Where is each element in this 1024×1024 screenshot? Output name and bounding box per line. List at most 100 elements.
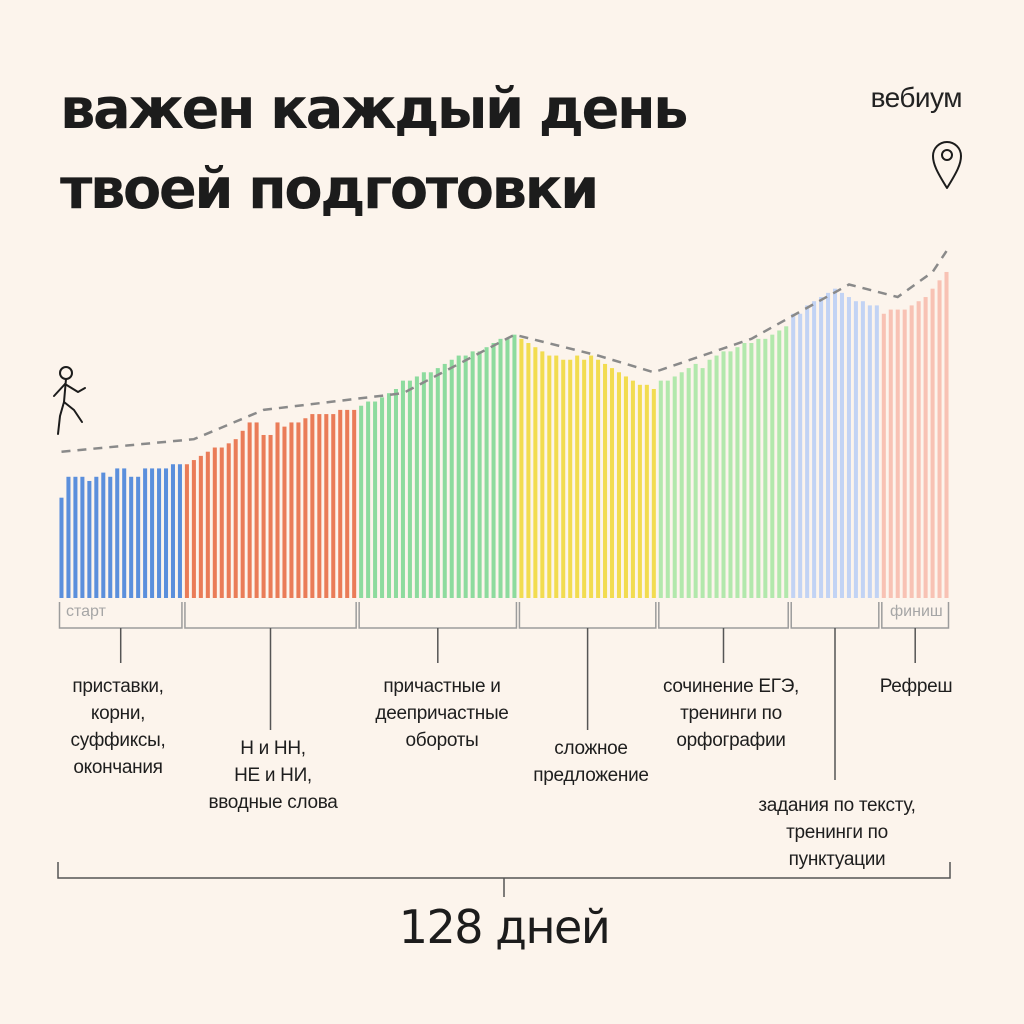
bar-day-120 bbox=[888, 309, 893, 598]
bar-day-58 bbox=[456, 355, 461, 598]
start-label: старт bbox=[66, 603, 106, 620]
phase-brackets bbox=[57, 602, 951, 897]
bar-day-116 bbox=[860, 301, 865, 598]
bar-day-44 bbox=[359, 405, 364, 598]
phase-caption-7: Рефреш bbox=[879, 676, 953, 697]
bar-day-60 bbox=[470, 351, 475, 598]
bar-day-30 bbox=[261, 434, 266, 598]
bar-day-94 bbox=[707, 359, 712, 598]
bar-day-43 bbox=[352, 409, 357, 598]
bar-day-72 bbox=[554, 355, 559, 598]
bar-day-38 bbox=[317, 414, 322, 598]
bar-day-25 bbox=[226, 443, 231, 598]
bar-day-83 bbox=[630, 380, 635, 598]
bar-day-70 bbox=[540, 351, 545, 598]
bar-day-123 bbox=[909, 305, 914, 598]
bar-day-47 bbox=[380, 397, 385, 598]
bar-day-33 bbox=[282, 426, 287, 598]
bar-series-group bbox=[59, 271, 949, 598]
bar-day-61 bbox=[477, 351, 482, 598]
bar-day-20 bbox=[191, 460, 196, 598]
bar-day-127 bbox=[937, 280, 942, 598]
bar-day-40 bbox=[331, 414, 336, 598]
bar-day-85 bbox=[644, 384, 649, 598]
total-days-label: 128 дней bbox=[398, 900, 611, 954]
bar-day-88 bbox=[665, 380, 670, 598]
bar-day-50 bbox=[400, 380, 405, 598]
bar-day-24 bbox=[219, 447, 224, 598]
bar-day-122 bbox=[902, 309, 907, 598]
bar-day-108 bbox=[805, 305, 810, 598]
bar-day-118 bbox=[874, 305, 879, 598]
phase-caption-5: сочинение ЕГЭ, тренинги по орфографии bbox=[662, 676, 800, 751]
bar-day-10 bbox=[122, 468, 127, 598]
phase-caption-1: приставки, корни, суффиксы, окончания bbox=[70, 676, 166, 778]
bar-day-91 bbox=[686, 368, 691, 598]
bar-day-26 bbox=[233, 439, 238, 598]
bar-day-73 bbox=[561, 359, 566, 598]
bar-day-15 bbox=[157, 468, 162, 598]
bar-day-35 bbox=[296, 422, 301, 598]
bar-day-32 bbox=[275, 422, 280, 598]
bar-day-1 bbox=[59, 497, 64, 598]
bar-day-128 bbox=[944, 271, 949, 598]
bar-day-27 bbox=[240, 430, 245, 598]
bar-day-4 bbox=[80, 476, 85, 598]
bar-day-29 bbox=[254, 422, 259, 598]
bar-day-124 bbox=[916, 301, 921, 598]
bar-day-98 bbox=[735, 347, 740, 598]
phase-caption-6: задания по тексту, тренинги по пунктуаци… bbox=[758, 795, 916, 870]
bar-day-12 bbox=[136, 476, 141, 598]
bar-day-42 bbox=[345, 409, 350, 598]
phase-bracket-5 bbox=[658, 602, 789, 629]
bar-day-82 bbox=[623, 376, 628, 598]
bar-day-34 bbox=[289, 422, 294, 598]
bar-day-112 bbox=[832, 288, 838, 598]
bar-day-7 bbox=[101, 472, 106, 598]
bar-day-59 bbox=[463, 355, 468, 598]
bar-day-67 bbox=[519, 338, 524, 598]
total-days-bracket bbox=[57, 862, 951, 897]
bar-day-78 bbox=[596, 359, 601, 598]
bar-day-89 bbox=[672, 376, 677, 598]
brand-logo: вебиум bbox=[870, 82, 963, 113]
bar-day-104 bbox=[777, 330, 782, 598]
bar-day-18 bbox=[177, 464, 182, 598]
bar-day-3 bbox=[73, 476, 78, 598]
bar-day-113 bbox=[839, 292, 844, 598]
bar-day-56 bbox=[442, 363, 447, 598]
finish-label: финиш bbox=[890, 603, 943, 620]
bar-day-51 bbox=[407, 380, 412, 598]
bar-day-105 bbox=[784, 326, 789, 598]
bar-day-102 bbox=[763, 338, 768, 598]
bar-day-16 bbox=[163, 468, 169, 598]
bar-day-96 bbox=[721, 351, 726, 598]
bar-day-49 bbox=[393, 389, 398, 598]
bar-day-54 bbox=[428, 372, 433, 598]
bar-day-23 bbox=[212, 447, 217, 598]
bar-day-71 bbox=[547, 355, 552, 598]
bar-day-74 bbox=[568, 359, 573, 598]
bar-day-62 bbox=[484, 347, 489, 598]
title-line-1: важен каждый день bbox=[60, 77, 689, 142]
bar-day-13 bbox=[143, 468, 148, 598]
bar-day-86 bbox=[651, 389, 656, 598]
bar-day-103 bbox=[770, 334, 775, 598]
bar-day-110 bbox=[819, 297, 824, 598]
bar-day-55 bbox=[435, 368, 440, 598]
bar-day-80 bbox=[609, 368, 615, 598]
bar-day-37 bbox=[310, 414, 315, 598]
bar-day-68 bbox=[526, 343, 531, 598]
bar-day-107 bbox=[798, 313, 803, 598]
bar-day-9 bbox=[115, 468, 120, 598]
phase-caption-4: сложное предложение bbox=[533, 738, 649, 786]
bar-day-8 bbox=[108, 476, 113, 598]
bar-day-22 bbox=[205, 451, 210, 598]
phase-bracket-6 bbox=[790, 602, 880, 629]
bar-day-79 bbox=[603, 363, 608, 598]
bar-day-57 bbox=[449, 359, 454, 598]
bar-day-39 bbox=[324, 414, 329, 598]
bar-day-114 bbox=[846, 297, 851, 598]
bar-day-93 bbox=[700, 368, 705, 598]
